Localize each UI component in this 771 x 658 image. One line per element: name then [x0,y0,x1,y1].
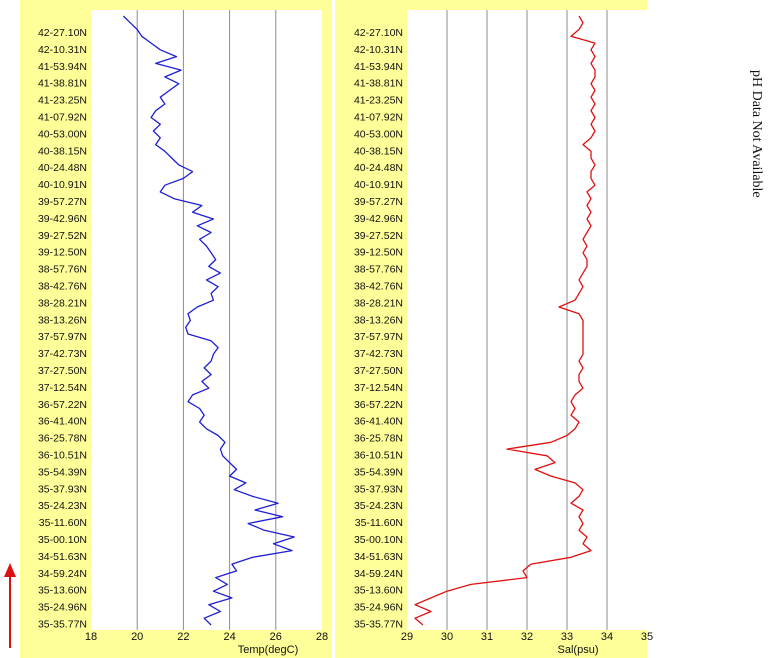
latitude-label: 41-23.25N [354,95,403,107]
latitude-label: 37-27.50N [354,365,403,377]
direction-arrow-head [4,563,16,577]
x-tick-label: 26 [270,631,282,643]
latitude-label: 35-13.60N [38,585,87,597]
latitude-label: 35-54.39N [354,466,403,478]
latitude-label: 40-38.15N [38,145,87,157]
latitude-label: 37-27.50N [38,365,87,377]
latitude-label: 35-00.10N [38,534,87,546]
latitude-label: 39-57.27N [38,196,87,208]
latitude-label: 39-27.52N [354,230,403,242]
latitude-label: 35-24.96N [354,602,403,614]
latitude-label: 35-11.60N [355,517,403,529]
latitude-label: 35-37.93N [354,483,403,495]
latitude-label: 41-07.92N [38,112,87,124]
x-tick-label: 35 [641,631,653,643]
latitude-label: 36-25.78N [354,433,403,445]
latitude-label: 36-25.78N [38,433,87,445]
ph-unavailable-note: pH Data Not Available [749,70,764,198]
latitude-label: 37-42.73N [354,348,403,360]
latitude-label: 35-54.39N [38,466,87,478]
latitude-label: 40-24.48N [38,162,87,174]
latitude-label: 40-53.00N [38,128,87,140]
latitude-label: 40-24.48N [354,162,403,174]
latitude-label: 35-37.93N [38,483,87,495]
latitude-label: 39-12.50N [38,247,87,259]
latitude-label: 41-53.94N [38,61,87,73]
latitude-label: 35-11.60N [39,517,87,529]
x-tick-label: 30 [441,631,453,643]
latitude-label: 38-42.76N [354,281,403,293]
salinity-profile-line [414,15,596,626]
latitude-label: 41-38.81N [38,78,87,90]
latitude-label: 39-42.96N [38,213,87,225]
x-axis-title: Temp(degC) [238,644,299,656]
latitude-label: 42-27.10N [354,27,403,39]
temperature-profile-line [122,15,295,626]
latitude-label: 37-12.54N [354,382,403,394]
latitude-label: 36-57.22N [354,399,403,411]
latitude-label: 40-53.00N [354,128,403,140]
latitude-label: 37-57.97N [354,331,403,343]
latitude-label: 37-42.73N [38,348,87,360]
latitude-label: 39-27.52N [38,230,87,242]
latitude-label: 34-51.63N [38,551,87,563]
latitude-label: 36-41.40N [354,416,403,428]
latitude-label: 42-10.31N [354,44,403,56]
x-axis-title: Sal(psu) [558,644,599,656]
latitude-label: 39-57.27N [354,196,403,208]
x-tick-label: 33 [561,631,573,643]
latitude-label: 35-35.77N [38,619,87,631]
x-tick-label: 32 [521,631,533,643]
plot-area-1 [91,10,322,630]
x-tick-label: 24 [223,631,235,643]
latitude-label: 37-57.97N [38,331,87,343]
latitude-label: 36-41.40N [38,416,87,428]
x-tick-label: 20 [131,631,143,643]
x-tick-label: 28 [316,631,328,643]
latitude-label: 38-57.76N [354,264,403,276]
latitude-label: 38-28.21N [38,297,87,309]
x-tick-label: 34 [601,631,613,643]
latitude-label: 41-23.25N [38,95,87,107]
latitude-label: 42-27.10N [38,27,87,39]
latitude-label: 35-24.96N [38,602,87,614]
latitude-label: 41-07.92N [354,112,403,124]
latitude-label: 38-13.26N [354,314,403,326]
latitude-label: 39-12.50N [354,247,403,259]
latitude-label: 40-10.91N [354,179,403,191]
latitude-label: 35-13.60N [354,585,403,597]
latitude-label: 39-42.96N [354,213,403,225]
latitude-label: 41-38.81N [354,78,403,90]
latitude-label: 34-59.24N [354,568,403,580]
latitude-label: 35-35.77N [354,619,403,631]
latitude-label: 36-57.22N [38,399,87,411]
latitude-label: 36-10.51N [38,450,87,462]
x-tick-label: 31 [481,631,493,643]
latitude-label: 40-10.91N [38,179,87,191]
latitude-label: 35-00.10N [354,534,403,546]
latitude-label: 34-51.63N [354,551,403,563]
latitude-label: 35-24.23N [38,500,87,512]
x-tick-label: 18 [85,631,97,643]
latitude-label: 35-24.23N [354,500,403,512]
latitude-label: 37-12.54N [38,382,87,394]
latitude-label: 42-10.31N [38,44,87,56]
latitude-label: 38-13.26N [38,314,87,326]
x-tick-label: 22 [177,631,189,643]
latitude-label: 36-10.51N [354,450,403,462]
latitude-label: 38-28.21N [354,297,403,309]
latitude-label: 38-57.76N [38,264,87,276]
latitude-label: 38-42.76N [38,281,87,293]
latitude-label: 34-59.24N [38,568,87,580]
x-tick-label: 29 [401,631,413,643]
latitude-label: 40-38.15N [354,145,403,157]
latitude-label: 41-53.94N [354,61,403,73]
